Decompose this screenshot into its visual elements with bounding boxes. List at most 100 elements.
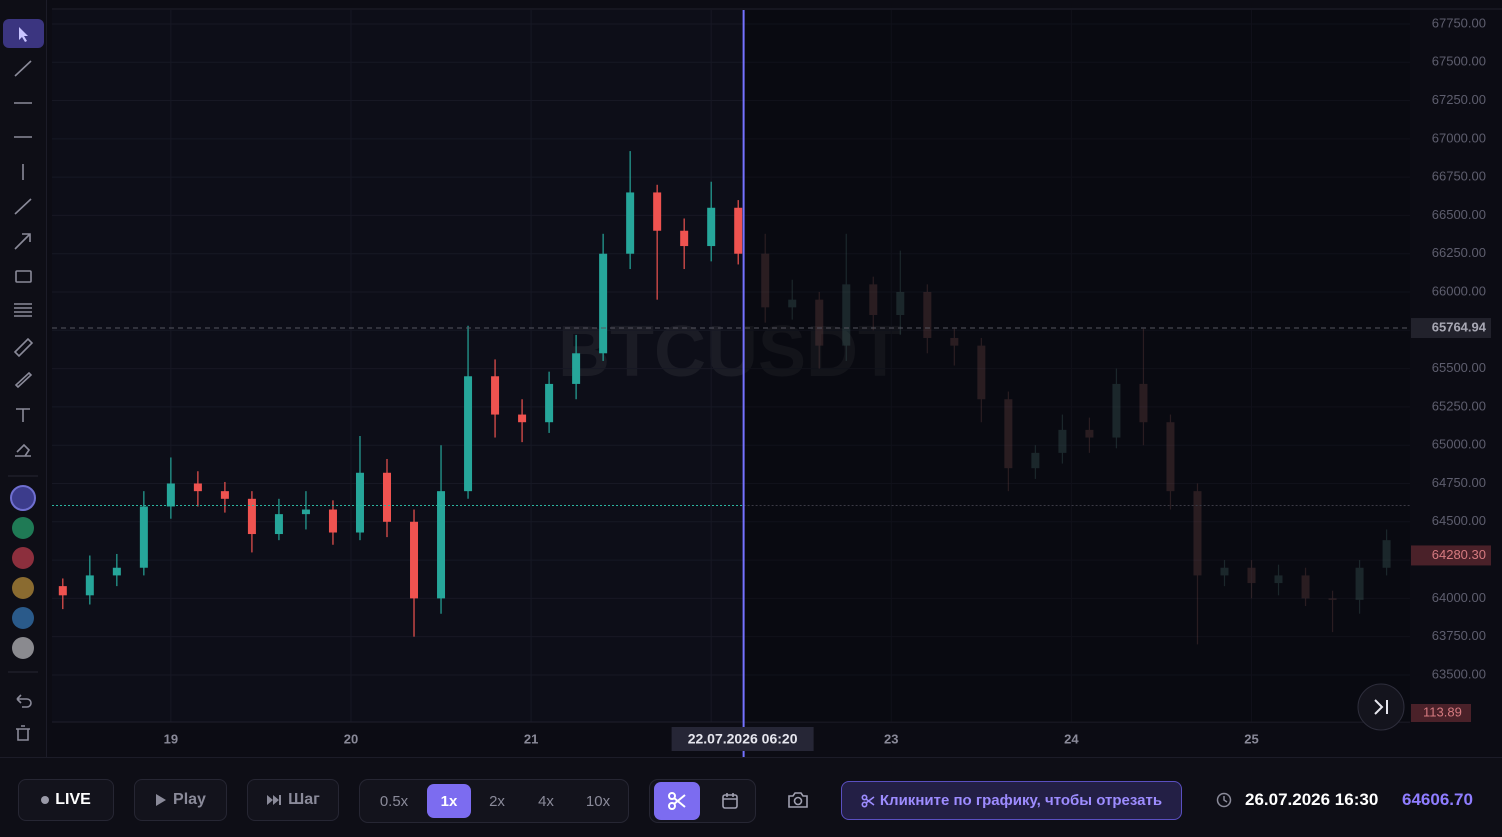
candle	[464, 325, 473, 499]
candle	[166, 457, 175, 519]
candle	[842, 233, 851, 361]
tool-fib[interactable]	[14, 303, 32, 317]
color-gold[interactable]	[12, 577, 34, 599]
y-tick-label: 63750.00	[1432, 628, 1486, 643]
candle	[85, 555, 94, 605]
step-button[interactable]: Шаг	[247, 779, 339, 821]
y-tick-label: 67000.00	[1432, 130, 1486, 145]
tool-ruler[interactable]	[13, 337, 34, 358]
tool-trendline[interactable]	[14, 60, 32, 77]
tool-cursor[interactable]	[19, 27, 28, 42]
color-red[interactable]	[12, 547, 34, 569]
candle-body	[572, 353, 581, 384]
candle	[1274, 564, 1283, 596]
tool-undo[interactable]	[16, 694, 32, 708]
tool-segment[interactable]	[14, 198, 32, 215]
overlays: 67750.00 67500.00 67250.00 67000.00 66750.00…	[52, 10, 1491, 757]
candle	[437, 445, 446, 614]
candle	[58, 578, 67, 610]
candle-body	[247, 498, 256, 535]
speed-group: 0.5x 1x 2x 4x 10x	[359, 779, 629, 823]
y-tick-label: 67750.00	[1432, 15, 1486, 30]
step-label: Шаг	[288, 791, 320, 808]
x-tick-label: 21	[524, 731, 538, 746]
candle	[301, 491, 310, 530]
candle-body	[166, 483, 175, 507]
speed-button[interactable]: 4x	[538, 792, 554, 810]
candle-body	[1274, 575, 1283, 584]
y-tick-label: 66750.00	[1432, 169, 1486, 184]
candle	[761, 233, 770, 323]
calendar-button[interactable]	[707, 782, 753, 820]
color-green[interactable]	[12, 517, 34, 539]
y-tick-label: 66250.00	[1432, 245, 1486, 260]
y-tick-label: 65500.00	[1432, 360, 1486, 375]
candle	[1355, 560, 1364, 614]
cut-button[interactable]	[654, 782, 700, 820]
candle	[815, 292, 824, 369]
candle-body	[220, 491, 229, 499]
candle	[1301, 567, 1310, 607]
candle	[410, 509, 419, 637]
candles	[58, 151, 1391, 645]
tool-text[interactable]	[16, 408, 30, 422]
step-icon	[267, 795, 282, 805]
color-steel[interactable]	[12, 607, 34, 629]
candle-body	[761, 253, 770, 308]
candle	[1085, 417, 1094, 453]
candle	[1247, 560, 1256, 599]
play-icon	[156, 794, 167, 806]
y-tick-label: 67250.00	[1432, 92, 1486, 107]
candle-body	[58, 586, 67, 596]
candle	[572, 334, 581, 400]
hint-text: Кликните по графику, чтобы отрезать	[879, 792, 1163, 809]
candle-body	[491, 376, 500, 415]
tool-delete[interactable]	[16, 725, 30, 741]
y-tick-label: 67500.00	[1432, 54, 1486, 69]
grid	[52, 10, 1410, 723]
y-tick-label: 64500.00	[1432, 513, 1486, 528]
calendar-icon	[722, 793, 738, 809]
y-tick-label: 65000.00	[1432, 437, 1486, 452]
color-grey[interactable]	[12, 637, 34, 659]
candle-body	[869, 284, 878, 315]
candle-body	[545, 383, 554, 423]
speed-button[interactable]: 10x	[585, 792, 611, 810]
candle-body	[1328, 598, 1337, 600]
y-tick-label: 64750.00	[1432, 475, 1486, 490]
x-tick-label: 24	[1064, 731, 1079, 746]
speed-button[interactable]: 1x	[427, 784, 471, 818]
play-button[interactable]: Play	[134, 779, 227, 821]
y-tick-label: 66000.00	[1432, 283, 1486, 298]
candle	[491, 359, 500, 438]
candle-body	[842, 284, 851, 346]
tool-rect[interactable]	[15, 270, 32, 283]
candle-body	[1085, 429, 1094, 438]
candle-body	[680, 230, 689, 247]
candle-body	[112, 567, 121, 576]
candle-body	[1166, 422, 1175, 492]
candle	[734, 200, 743, 265]
live-button[interactable]: LIVE	[18, 779, 114, 821]
live-dot	[41, 796, 50, 804]
tool-arrow[interactable]	[14, 233, 31, 250]
candle	[707, 181, 716, 262]
x-tick-label: 25	[1244, 731, 1258, 746]
volume-label-bg	[1411, 704, 1471, 722]
candle	[1328, 590, 1337, 633]
candle	[518, 399, 527, 443]
hint-icon	[861, 793, 875, 808]
tool-pen[interactable]	[14, 371, 33, 389]
screenshot-button[interactable]	[787, 790, 809, 810]
candle	[382, 458, 391, 538]
candle-body	[977, 345, 986, 400]
y-tick-label: 66500.00	[1432, 207, 1486, 222]
tool-eraser[interactable]	[15, 443, 31, 457]
color-blue[interactable]	[10, 485, 36, 511]
candle-body	[1004, 399, 1013, 469]
speed-button[interactable]: 2x	[489, 792, 505, 810]
candle-body	[1112, 383, 1121, 438]
speed-button[interactable]: 0.5x	[379, 792, 409, 810]
